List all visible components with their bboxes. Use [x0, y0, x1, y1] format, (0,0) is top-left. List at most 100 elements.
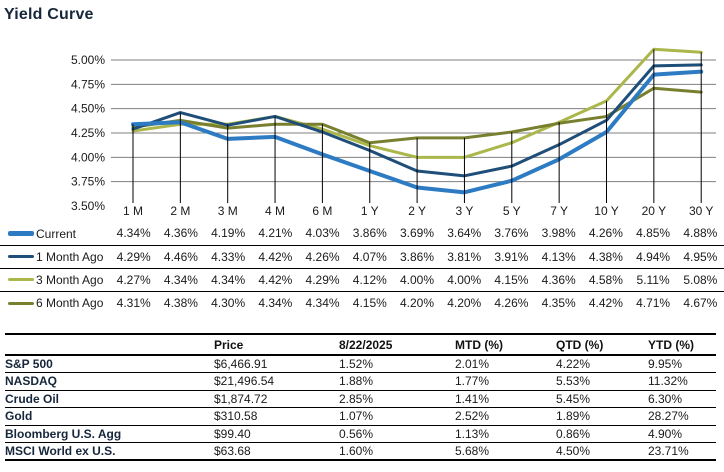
x-axis-tick-label: 30 Y	[689, 204, 713, 218]
market-row-label: Gold	[5, 407, 214, 426]
market-value-cell: 0.56%	[339, 425, 455, 443]
x-axis-tick-label: 10 Y	[594, 204, 618, 218]
x-axis-tick-label: 7 Y	[550, 204, 568, 218]
y-axis-tick-label: 3.50%	[71, 199, 105, 213]
yield-value-cell: 4.19%	[204, 222, 252, 246]
market-header-mtd: MTD (%)	[455, 334, 556, 356]
yield-value-cell: 4.34%	[305, 295, 340, 310]
market-value-cell: 5.45%	[556, 390, 648, 408]
yield-row-3-month-ago: 3 Month Ago 4.27% 4.34% 4.34% 4.42% 4.29% 4.12…	[0, 268, 724, 292]
market-value-cell: 23.71%	[648, 444, 689, 458]
yield-value-cell: 4.34%	[110, 222, 158, 246]
yield-value-cell: 4.00%	[440, 268, 488, 292]
yield-value-cell: 4.36%	[535, 268, 583, 292]
yield-row-6-month-ago: 6 Month Ago 4.31% 4.38% 4.30% 4.34% 4.34% 4.15…	[0, 291, 724, 314]
yield-value-cell: 4.67%	[683, 295, 718, 310]
market-row-nasdaq: NASDAQ $21,496.54 1.88% 1.77% 5.53% 11.32%	[5, 372, 716, 391]
x-axis-tick-label: 2 Y	[408, 204, 426, 218]
yield-curve-chart: 5.00% 4.75% 4.50% 4.25% 4.00% 3.75% 3.50% 1 M 2 …	[71, 47, 716, 218]
yield-value-cell: 4.12%	[346, 268, 394, 292]
yield-value-cell: 4.34%	[204, 268, 252, 292]
market-value-cell: $310.58	[214, 407, 339, 426]
legend-line-swatch	[8, 231, 34, 237]
market-value-cell: 6.30%	[648, 390, 716, 408]
yield-value-cell: 3.86%	[393, 245, 441, 269]
yield-value-cell: 4.38%	[163, 295, 198, 310]
yield-value-cell: 4.34%	[258, 295, 293, 310]
series-legend-6-month-ago: 6 Month Ago	[0, 291, 110, 314]
yield-value-cell: 4.26%	[298, 245, 347, 269]
market-row-s-p-500: S&P 500 $6,466.91 1.52% 2.01% 4.22% 9.95%	[5, 355, 716, 373]
yield-value-cell: 4.13%	[535, 245, 583, 269]
market-index-table: Price 8/22/2025 MTD (%) QTD (%) YTD (%) S&P 5…	[5, 333, 716, 461]
market-value-cell: 2.52%	[455, 407, 556, 426]
yield-value-cell: 3.81%	[440, 245, 488, 269]
yield-row-1-month-ago: 1 Month Ago 4.29% 4.46% 4.33% 4.42% 4.26% 4.07…	[0, 245, 724, 269]
legend-line-swatch	[8, 255, 34, 259]
yield-value-cell: 4.29%	[110, 245, 158, 269]
market-header-qtd: QTD (%)	[556, 334, 648, 356]
market-value-cell: $63.68	[214, 444, 251, 458]
series-name-label: 6 Month Ago	[36, 296, 104, 311]
market-row-label: Crude Oil	[5, 390, 214, 408]
market-row-bloomberg-u-s-agg: Bloomberg U.S. Agg $99.40 0.56% 1.13% 0.86% 4…	[5, 425, 716, 443]
market-row-gold: Gold $310.58 1.07% 2.52% 1.89% 28.27%	[5, 407, 716, 426]
market-value-cell: 5.53%	[556, 372, 648, 391]
market-value-cell: 1.52%	[339, 355, 455, 373]
yield-value-cell: 4.26%	[582, 222, 630, 246]
x-axis-tick-label: 6 M	[312, 204, 332, 218]
y-axis-tick-label: 4.25%	[71, 126, 105, 140]
market-value-cell: 4.50%	[556, 444, 591, 458]
market-table-header-row: Price 8/22/2025 MTD (%) QTD (%) YTD (%)	[5, 334, 716, 356]
yield-value-cell: 3.86%	[346, 222, 394, 246]
market-value-cell: 1.60%	[339, 444, 374, 458]
yield-value-cell: 4.38%	[582, 245, 630, 269]
market-header-8-22-2025: 8/22/2025	[339, 334, 455, 356]
market-row-crude-oil: Crude Oil $1,874.72 2.85% 1.41% 5.45% 6.30%	[5, 390, 716, 408]
yield-value-cell: 4.21%	[251, 222, 299, 246]
yield-value-cell: 4.31%	[116, 295, 151, 310]
legend-line-swatch	[8, 278, 34, 282]
yield-value-cell: 4.95%	[676, 245, 724, 269]
market-value-cell: 1.89%	[556, 407, 648, 426]
market-value-cell: 9.95%	[648, 355, 716, 373]
market-row-label: Bloomberg U.S. Agg	[5, 425, 214, 443]
x-axis-tick-label: 1 M	[123, 204, 143, 218]
series-name-label: 1 Month Ago	[36, 249, 104, 264]
yield-value-cell: 4.30%	[211, 295, 246, 310]
x-axis-tick-label: 3 M	[218, 204, 238, 218]
yield-value-cell: 4.33%	[204, 245, 252, 269]
x-axis-tick-label: 4 M	[265, 204, 285, 218]
y-axis-tick-label: 4.00%	[71, 150, 105, 164]
market-value-cell: 11.32%	[648, 372, 716, 391]
yield-value-cell: 4.27%	[110, 268, 158, 292]
market-value-cell: $1,874.72	[214, 390, 339, 408]
market-value-cell: 2.01%	[455, 355, 556, 373]
market-value-cell: 0.86%	[556, 425, 648, 443]
series-name-label: Current	[36, 226, 77, 241]
market-value-cell: 28.27%	[648, 407, 716, 426]
yield-value-cell: 4.85%	[629, 222, 677, 246]
page-title: Yield Curve	[4, 6, 94, 23]
yield-value-cell: 4.46%	[157, 245, 205, 269]
yield-value-cell: 4.07%	[346, 245, 394, 269]
yield-value-cell: 4.94%	[629, 245, 677, 269]
market-value-cell: 2.85%	[339, 390, 455, 408]
yield-value-cell: 4.42%	[251, 268, 299, 292]
yield-value-cell: 4.03%	[298, 222, 347, 246]
y-axis-tick-label: 3.75%	[71, 175, 105, 189]
yield-value-cell: 5.08%	[676, 268, 724, 292]
legend-line-swatch	[8, 301, 34, 305]
yield-value-cell: 4.15%	[487, 268, 536, 292]
market-value-cell: 1.13%	[455, 425, 556, 443]
yield-value-cell: 4.36%	[157, 222, 205, 246]
yield-row-current: Current 4.34% 4.36% 4.19% 4.21% 4.03% 3.86% 3.6…	[0, 222, 724, 246]
market-value-cell: 4.22%	[556, 355, 648, 373]
yield-value-cell: 3.69%	[393, 222, 441, 246]
market-value-cell: 4.90%	[648, 425, 716, 443]
x-axis-tick-label: 2 M	[170, 204, 190, 218]
yield-value-cell: 4.26%	[494, 295, 529, 310]
market-row-label: S&P 500	[5, 355, 214, 373]
yield-value-cell: 4.88%	[676, 222, 724, 246]
